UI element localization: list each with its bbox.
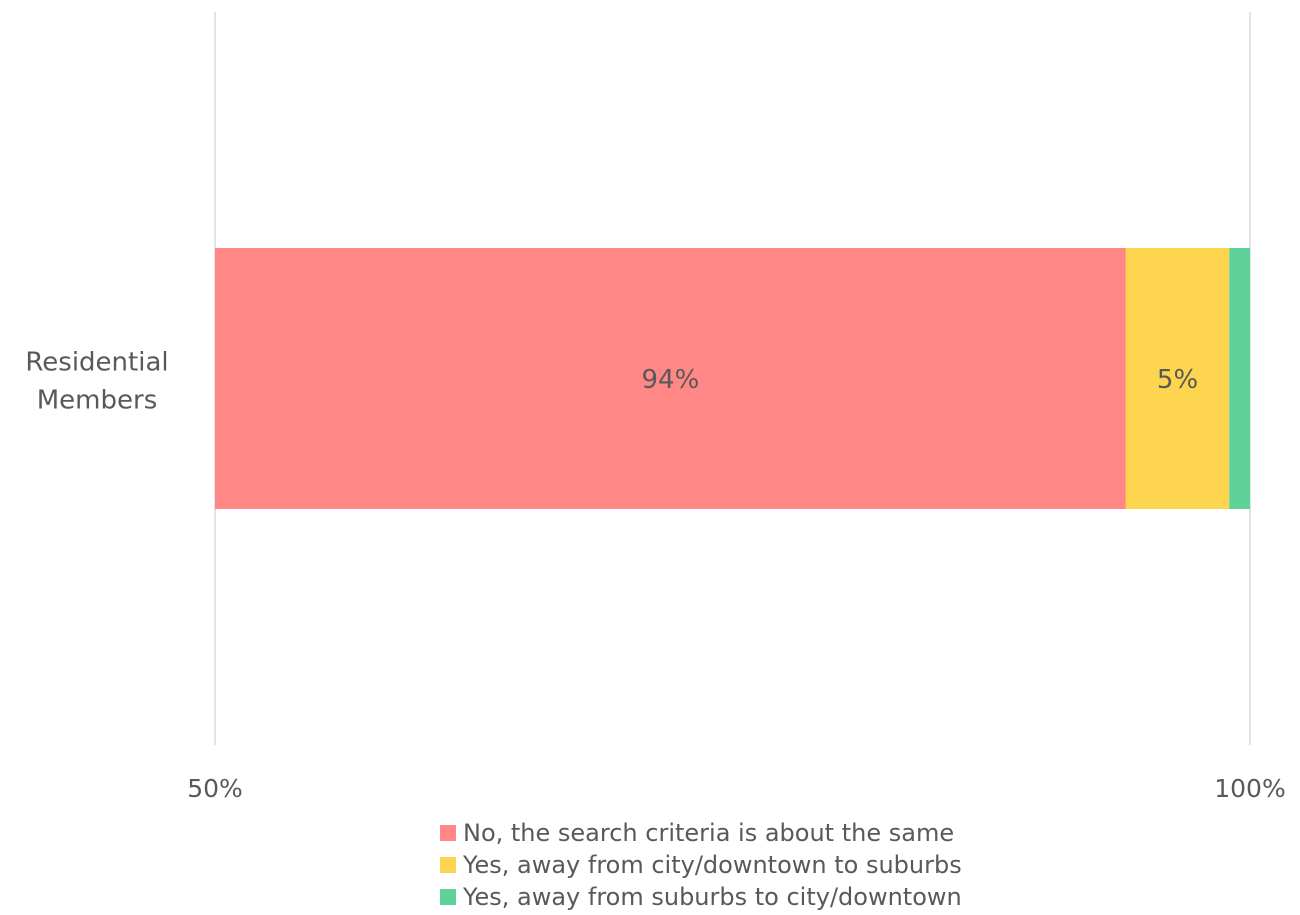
- legend-swatch: [440, 889, 456, 905]
- legend-swatch: [440, 825, 456, 841]
- legend-label: No, the search criteria is about the sam…: [463, 819, 954, 847]
- data-label: 5%: [1157, 365, 1198, 395]
- bar-segment: [215, 248, 1126, 509]
- data-label: 94%: [642, 365, 700, 395]
- legend-label: Yes, away from city/downtown to suburbs: [462, 851, 962, 879]
- bar-segment: [1229, 248, 1250, 509]
- legend-label: Yes, away from suburbs to city/downtown: [462, 883, 962, 911]
- legend-swatch: [440, 857, 456, 873]
- y-tick-label: Residential Members: [25, 347, 168, 415]
- bar-segment: [1125, 248, 1230, 509]
- x-tick-label: 100%: [1214, 774, 1285, 803]
- label-line: Members: [37, 385, 158, 415]
- x-tick-label: 50%: [187, 774, 243, 803]
- label-line: Residential: [25, 347, 168, 377]
